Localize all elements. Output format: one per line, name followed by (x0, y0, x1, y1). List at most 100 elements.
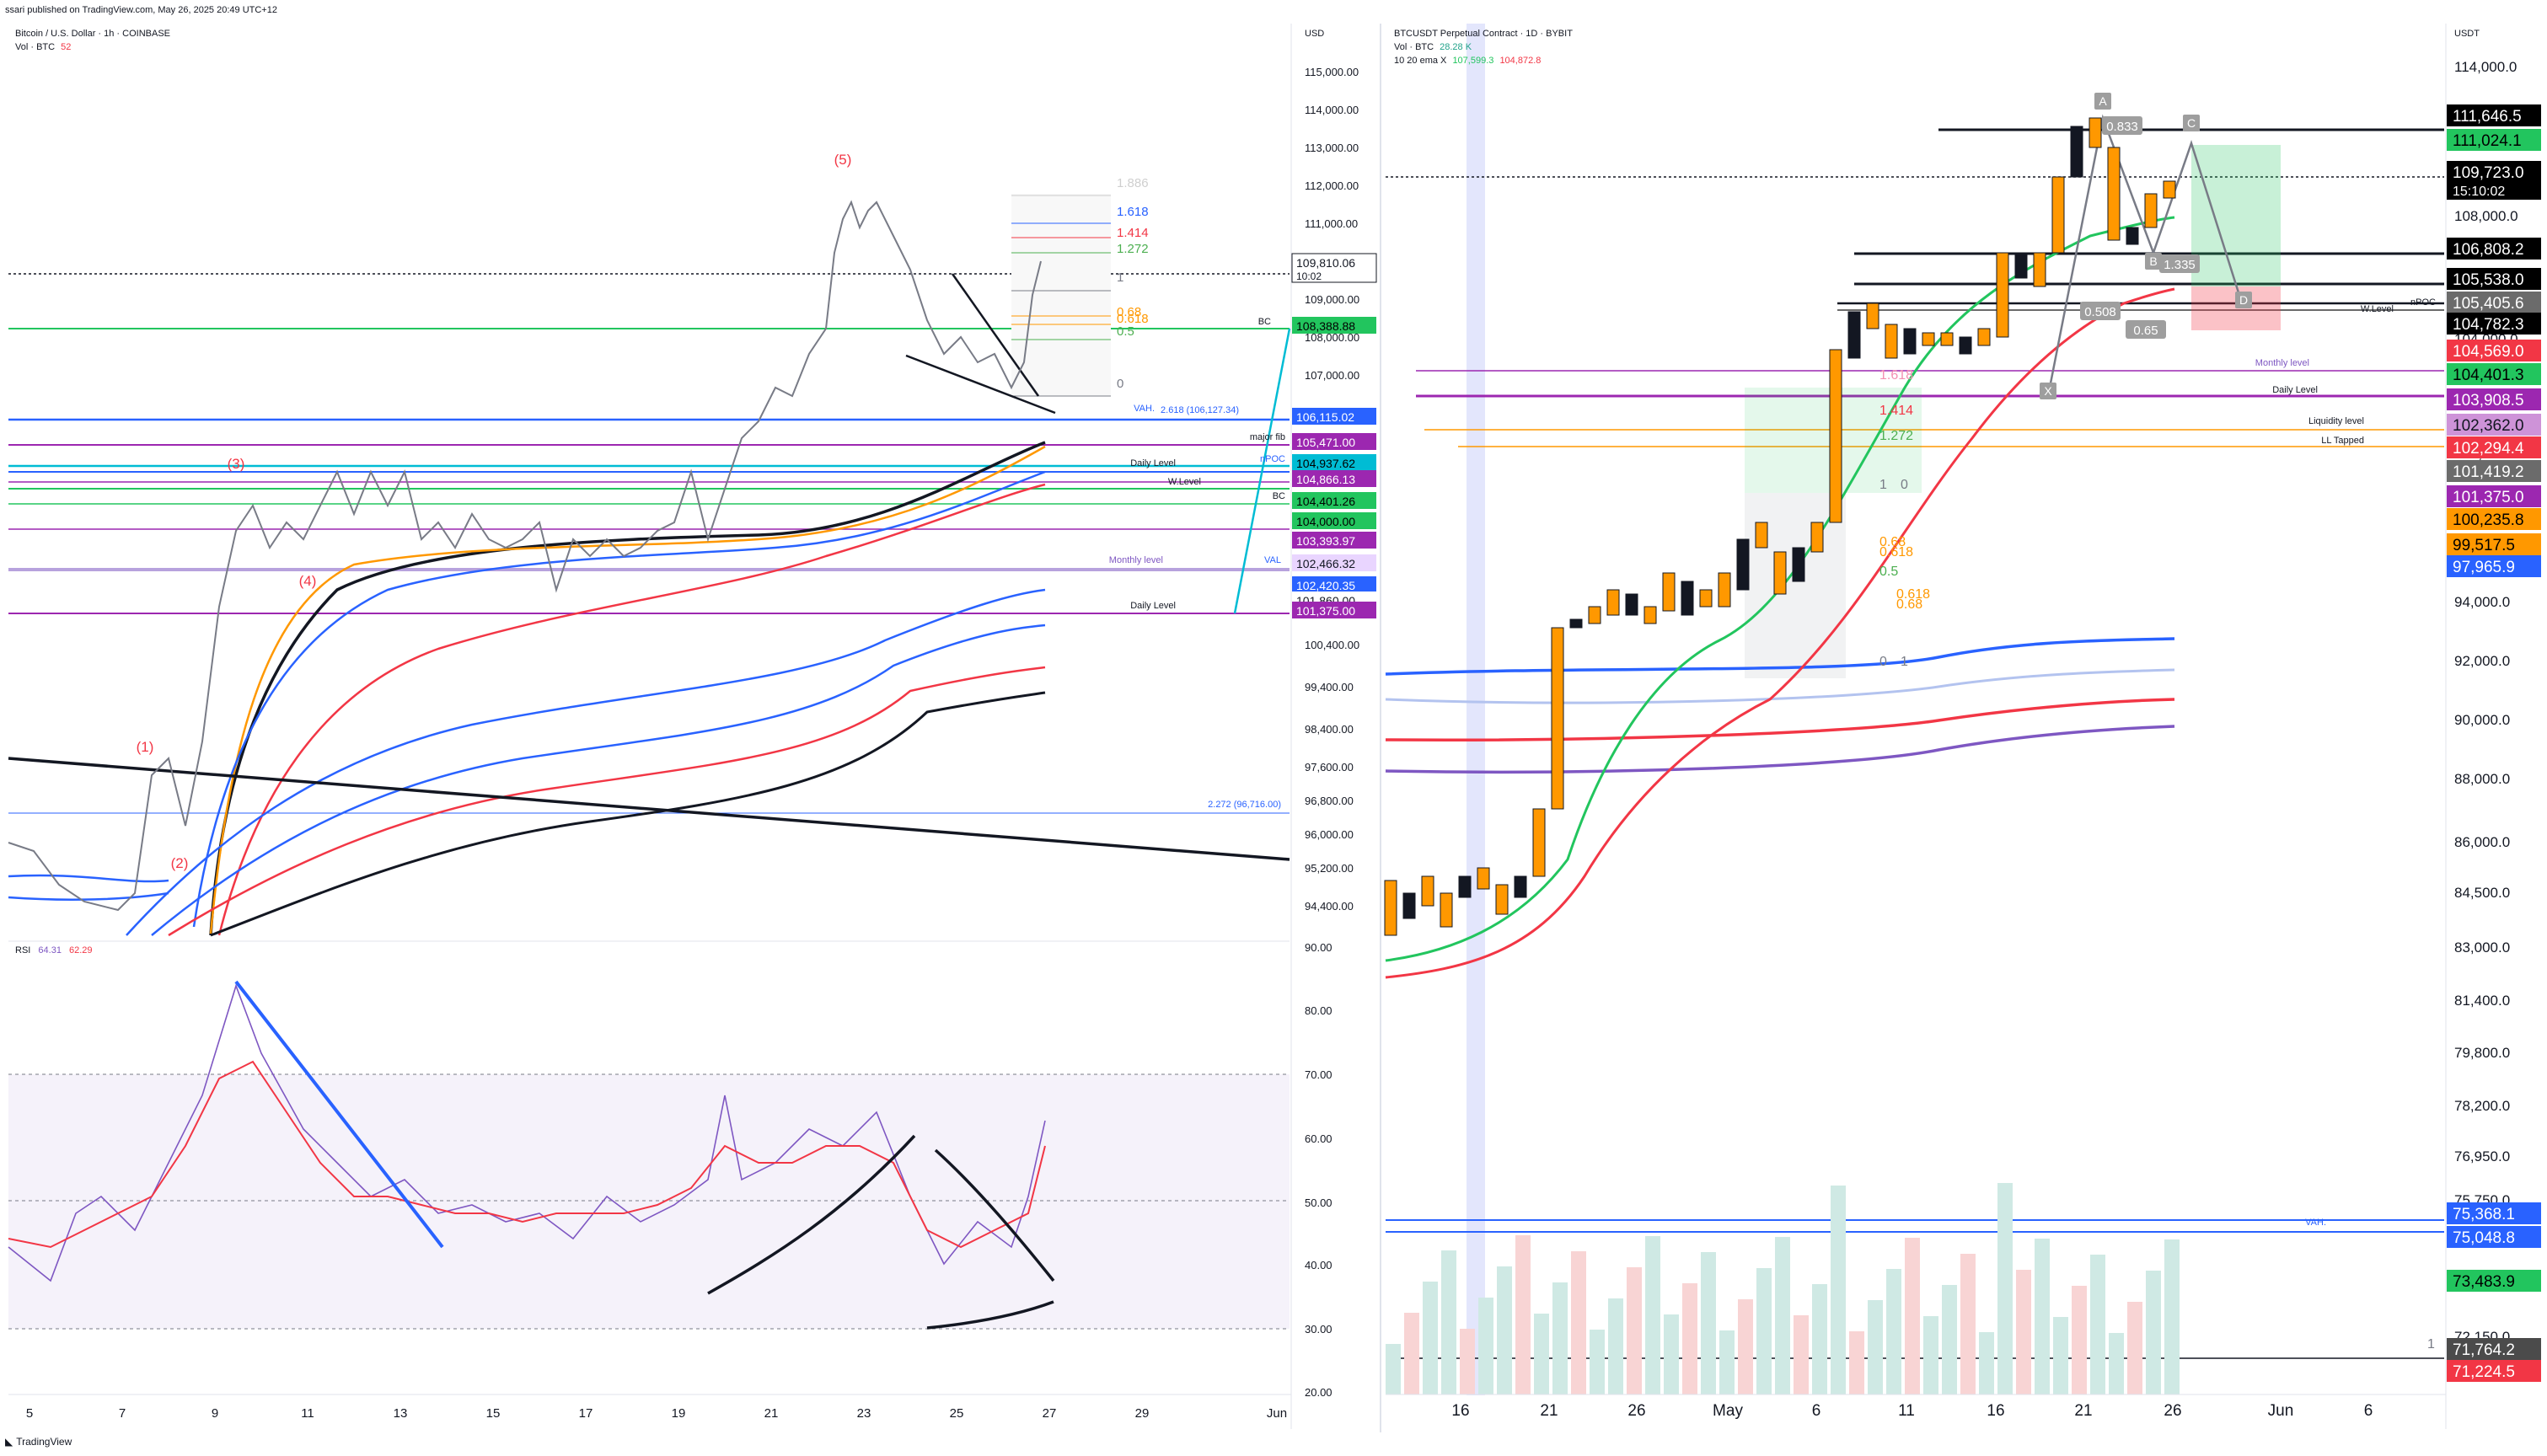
right-price-badge: 105,405.6 (2447, 292, 2541, 313)
right-fib-label: 1.414 (1879, 404, 1913, 418)
right-ema-label: 10 20 ema X (1394, 56, 1447, 66)
left-vol-legend: Vol · BTC 52 (15, 42, 71, 52)
level-label: 2.618 (106,127.34) (1161, 405, 1239, 415)
right-fib-label: 0.618 (1879, 545, 1913, 559)
right-price-badge: 104,782.3 (2447, 313, 2541, 335)
left-vol-label: Vol · BTC (15, 42, 56, 52)
right-price-badge: 111,024.1 (2447, 129, 2541, 151)
left-y-tick: 111,000.00 (1305, 217, 1358, 230)
right-level-label: LL Tapped (2321, 436, 2364, 446)
right-candle (1495, 884, 1509, 915)
right-candle (1551, 627, 1564, 810)
left-price-badge: 105,471.00 (1292, 433, 1376, 450)
ratio-badge: 0.833 (2102, 116, 2142, 135)
right-candle (1458, 875, 1472, 898)
left-price-badge-text: 101,375.00 (1296, 604, 1355, 618)
fib-label: 1 (1117, 270, 1123, 285)
right-level-label: Daily Level (2272, 385, 2318, 395)
right-price-badge-text: 101,375.0 (2453, 489, 2524, 506)
left-x-tick: 23 (857, 1406, 871, 1421)
right-volume-bar (2127, 1302, 2142, 1394)
right-price-badge-text: 97,965.9 (2453, 559, 2515, 576)
left-x-tick: 15 (486, 1406, 501, 1421)
right-candle (2033, 252, 2046, 287)
harmonic-label: A (2099, 94, 2107, 108)
left-price-pane[interactable] (8, 25, 1291, 939)
left-y-tick: 95,200.00 (1305, 862, 1354, 875)
tradingview-logo[interactable]: ◣ TradingView (5, 1436, 72, 1448)
right-candle (1699, 589, 1713, 608)
left-x-tick: 9 (212, 1406, 218, 1421)
level-label: major fib (1250, 432, 1285, 442)
ratio-label: 1.335 (2164, 258, 2196, 272)
right-level-label: VAH. (2305, 1218, 2326, 1228)
right-volume-bar (1756, 1268, 1772, 1394)
harmonic-label: C (2187, 116, 2196, 130)
ratio-badge: 1.335 (2159, 254, 2200, 273)
left-x-tick: 21 (764, 1406, 779, 1421)
rsi-pane[interactable] (8, 940, 1290, 1330)
right-candle (1792, 547, 1805, 582)
left-x-tick: 7 (119, 1406, 126, 1421)
right-y-tick: 94,000.0 (2454, 594, 2510, 610)
left-y-tick: 114,000.00 (1305, 104, 1359, 116)
right-volume-bar (1460, 1329, 1475, 1394)
left-y-tick: 96,000.00 (1305, 828, 1354, 841)
left-price-badge: 106,115.02 (1292, 408, 1376, 425)
right-volume-bar (1515, 1235, 1531, 1394)
level-label: nPOC (1260, 454, 1285, 464)
right-x-tick: 21 (1540, 1402, 1558, 1420)
right-volume-bar (1775, 1237, 1790, 1394)
left-x-tick: Jun (1267, 1406, 1287, 1421)
level-label: W.Level (1168, 477, 1201, 487)
right-candle (1681, 581, 1694, 616)
left-currency: USD (1305, 29, 1325, 39)
right-x-tick: 11 (1898, 1402, 1915, 1420)
level-label: VAL (1264, 555, 1281, 565)
right-price-badge: 71,764.2 (2447, 1338, 2541, 1360)
right-volume-bar (1627, 1267, 1642, 1394)
right-candle (2014, 252, 2028, 279)
right-volume-bar (1812, 1284, 1827, 1394)
rsi-y-tick: 80.00 (1305, 1004, 1332, 1017)
harmonic-point: C (2183, 115, 2200, 131)
right-volume-bar (2072, 1286, 2087, 1394)
left-price-badge: 104,401.26 (1292, 492, 1376, 509)
right-candle (1847, 311, 1861, 359)
left-x-tick: 17 (579, 1406, 593, 1421)
right-price-badge: 102,294.4 (2447, 436, 2541, 458)
right-volume-bar (1682, 1283, 1697, 1394)
right-volume-bar (1664, 1314, 1679, 1394)
fib-label: 0 (1117, 377, 1123, 391)
right-candle (1718, 572, 1731, 608)
right-volume-bar (1960, 1254, 1976, 1394)
right-price-badge: 101,419.2 (2447, 460, 2541, 482)
left-y-tick: 96,800.00 (1305, 795, 1354, 807)
right-candle (1810, 522, 1824, 553)
fib-label: 1.618 (1117, 205, 1149, 219)
level-label: Daily Level (1130, 458, 1176, 468)
right-volume-bar (1979, 1332, 1994, 1394)
left-price-badge-text: 102,466.32 (1296, 557, 1355, 570)
right-price-badge-text: 75,048.8 (2453, 1229, 2515, 1247)
right-price-pane[interactable] (1384, 24, 2444, 1395)
right-y-tick: 114,000.0 (2454, 59, 2517, 75)
left-price-badge: 102,466.32 (1292, 554, 1376, 571)
level-label: BC (1273, 491, 1285, 501)
right-volume-bar (1886, 1269, 1901, 1394)
harmonic-point: D (2235, 292, 2252, 308)
right-volume-bar (1590, 1330, 1605, 1394)
rsi-legend: RSI 64.31 62.29 (15, 945, 93, 956)
left-price-badge: 102,420.35 (1292, 576, 1376, 593)
rsi-y-tick: 40.00 (1305, 1259, 1332, 1271)
right-volume-bar (2090, 1255, 2105, 1394)
harmonic-label: X (2044, 384, 2052, 398)
right-price-badge: 75,368.1 (2447, 1202, 2541, 1224)
right-price-badge-text: 73,483.9 (2453, 1273, 2515, 1291)
right-volume-bar (2146, 1271, 2161, 1394)
left-price-badge: 103,393.97 (1292, 532, 1376, 549)
right-y-tick: 108,000.0 (2454, 208, 2518, 224)
right-level-label: Liquidity level (2308, 416, 2364, 426)
left-y-tick: 112,000.00 (1305, 179, 1359, 192)
right-fib-label: 0 (1879, 655, 1887, 669)
